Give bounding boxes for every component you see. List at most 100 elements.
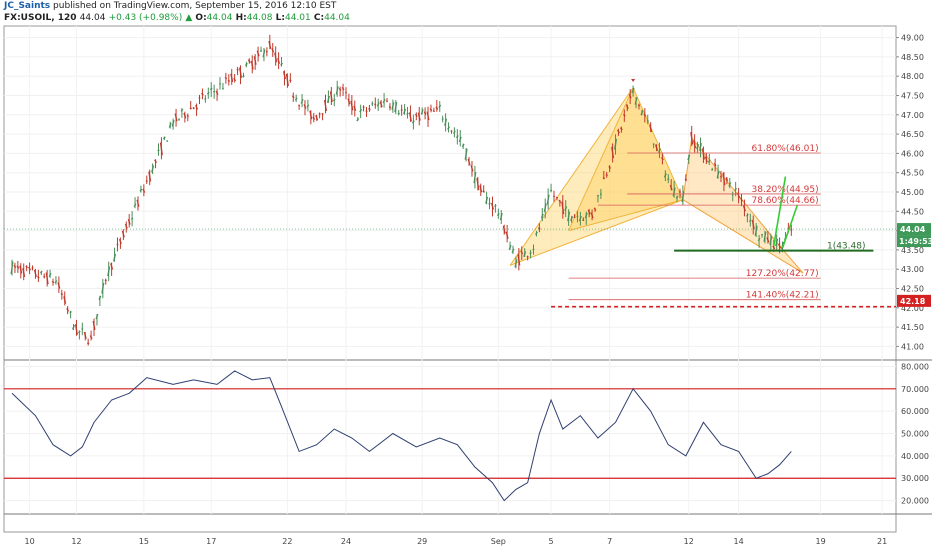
candle-body — [213, 90, 216, 93]
candle-body — [447, 126, 450, 130]
candle-body — [268, 40, 272, 49]
price-axis-tick: 43.00 — [901, 265, 924, 274]
candle-body — [461, 143, 465, 148]
candle-body — [711, 168, 714, 171]
candle-body — [452, 130, 456, 134]
candle-body — [323, 99, 327, 112]
candle-body — [303, 104, 307, 109]
harmonic-leg — [568, 87, 634, 231]
fib-level-label: 1(43.48) — [827, 242, 866, 252]
candle-body — [467, 158, 471, 166]
candle-body — [614, 138, 618, 150]
candle-body — [411, 120, 415, 124]
candle-body — [520, 250, 524, 255]
candle-body — [280, 62, 283, 66]
time-axis-tick: 12 — [684, 537, 694, 546]
candle-body — [48, 272, 52, 278]
harmonic-leg — [682, 137, 693, 200]
candle-body — [432, 110, 436, 113]
candle-body — [37, 275, 40, 279]
candle-body — [341, 86, 345, 91]
publish-info: published on TradingView.com, September … — [53, 1, 337, 11]
candle-body — [634, 97, 638, 105]
candle-body — [701, 148, 705, 160]
projection-arrow — [781, 205, 798, 249]
candle-body — [549, 189, 553, 192]
candle-body — [573, 216, 576, 219]
candle-body — [558, 199, 562, 204]
high-label: H: — [235, 13, 247, 23]
candle-body — [464, 148, 468, 160]
candle-body — [19, 265, 23, 274]
candle-body — [154, 159, 157, 164]
candle-body — [201, 92, 204, 96]
candle-body — [151, 165, 155, 173]
candle-body — [43, 275, 46, 278]
candle-body — [127, 218, 131, 225]
candle-body — [51, 280, 55, 284]
candle-body — [584, 212, 588, 219]
candle-body — [667, 178, 670, 181]
time-axis-tick: Sep — [491, 537, 506, 546]
candle-body — [121, 230, 125, 238]
candle-body — [368, 107, 371, 111]
candle-body — [54, 280, 58, 284]
candle-body — [57, 282, 61, 289]
candle-body — [482, 190, 486, 193]
candle-body — [681, 191, 685, 203]
price-axis-tick: 49.00 — [901, 34, 924, 43]
candle-body — [529, 251, 532, 255]
candle-body — [535, 231, 538, 235]
candle-body — [224, 76, 228, 80]
candle-body — [502, 225, 506, 234]
candle-body — [250, 60, 254, 70]
author-link[interactable]: JC_Saints — [4, 1, 51, 11]
time-axis-tick: 7 — [607, 537, 612, 546]
candle-body — [45, 272, 49, 285]
candle-body — [291, 95, 295, 99]
candle-body — [353, 105, 357, 111]
countdown-tag: 1:49:53 — [899, 237, 932, 246]
candle-body — [643, 113, 647, 117]
harmonic-leg — [682, 199, 804, 274]
candle-body — [25, 265, 28, 269]
candle-body — [22, 268, 26, 278]
candle-body — [244, 62, 248, 67]
open-label: O: — [195, 13, 207, 23]
fibonacci-levels: 61.80%(46.01) 38.20%(44.95)78.60%(44.66) 1… — [551, 144, 896, 308]
candle-body — [658, 148, 661, 153]
candle-body — [66, 307, 70, 312]
candle-body — [617, 129, 620, 134]
fib-level-label: 141.40%(42.21) — [746, 291, 819, 301]
time-axis-tick: 19 — [816, 537, 826, 546]
symbol-name[interactable]: FX:USOIL, 120 — [4, 13, 77, 23]
candle-body — [206, 91, 210, 95]
candle-body — [133, 203, 137, 208]
candle-body — [101, 282, 105, 294]
candle-body — [253, 56, 257, 65]
price-tags: 44.04 1:49:53 42.18 — [897, 223, 932, 307]
candle-body — [605, 173, 608, 177]
harmonic-leg — [509, 199, 684, 266]
price-axis-tick: 41.50 — [901, 323, 924, 332]
candle-body — [769, 236, 773, 245]
candle-body — [162, 136, 166, 140]
candle-body — [171, 119, 175, 127]
candle-body — [403, 108, 407, 115]
candle-body — [722, 172, 726, 186]
candle-body — [174, 113, 178, 122]
time-axis-tick: 22 — [282, 537, 292, 546]
price-axis-tick: 46.00 — [901, 149, 924, 158]
candle-body — [611, 146, 615, 159]
price-axis-tick: 48.50 — [901, 53, 924, 62]
candle-body — [379, 101, 383, 108]
candle-body — [157, 149, 160, 152]
candle-body — [470, 165, 474, 172]
candle-body — [139, 188, 143, 192]
oscillator-axis-tick: 60.000 — [901, 407, 929, 416]
candle-body — [397, 112, 400, 115]
candle-body — [740, 197, 743, 202]
fib-level-label: 61.80%(46.01) — [752, 144, 819, 154]
time-axis-tick: 24 — [341, 537, 351, 546]
